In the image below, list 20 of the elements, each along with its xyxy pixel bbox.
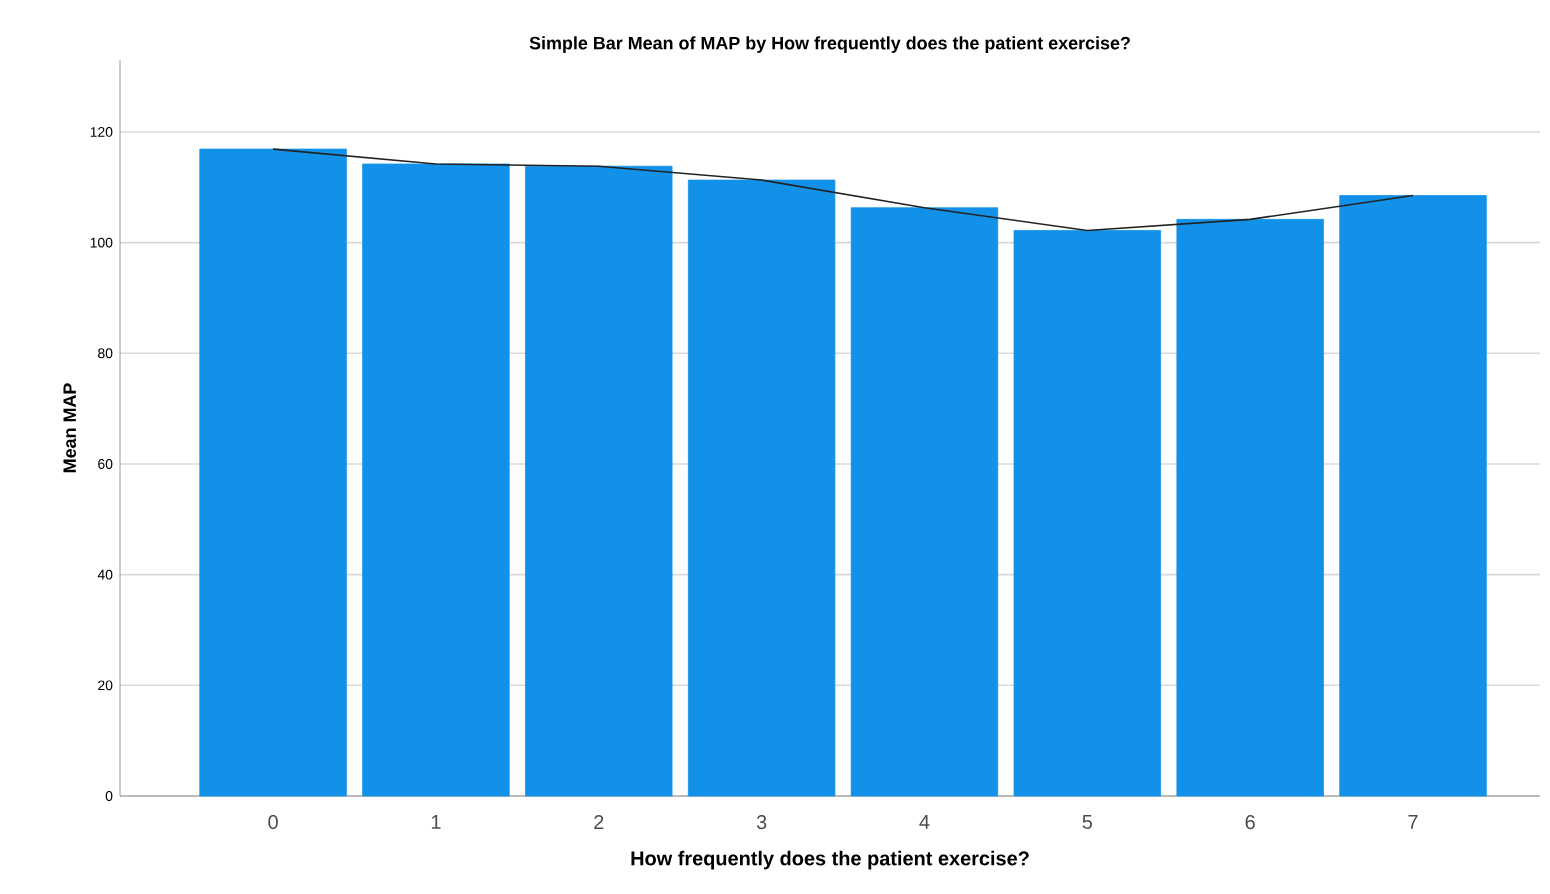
x-tick-label: 0 [268, 815, 278, 830]
line-series [272, 148, 1414, 232]
bar [687, 179, 836, 797]
x-tick-label: 6 [1245, 815, 1255, 830]
x-tick-label: 1 [431, 815, 441, 829]
x-tick-label: 3 [756, 815, 767, 830]
chart-title: Simple Bar Mean of MAP by How frequently does the patient exercise? [529, 36, 1130, 53]
x-tick-label: 5 [1082, 815, 1093, 829]
bar [1339, 195, 1487, 797]
bar [850, 207, 999, 797]
bar [199, 148, 347, 797]
x-tick-label: 7 [1408, 815, 1418, 829]
x-tick-label: 2 [594, 815, 604, 829]
y-axis-title: Mean MAP [63, 383, 77, 473]
bar [1013, 230, 1161, 797]
x-tick-label: 4 [919, 815, 930, 829]
bar [1176, 218, 1324, 797]
bar [525, 165, 673, 797]
x-axis-title: How frequently does the patient exercise? [631, 850, 1029, 870]
bar [362, 163, 510, 797]
